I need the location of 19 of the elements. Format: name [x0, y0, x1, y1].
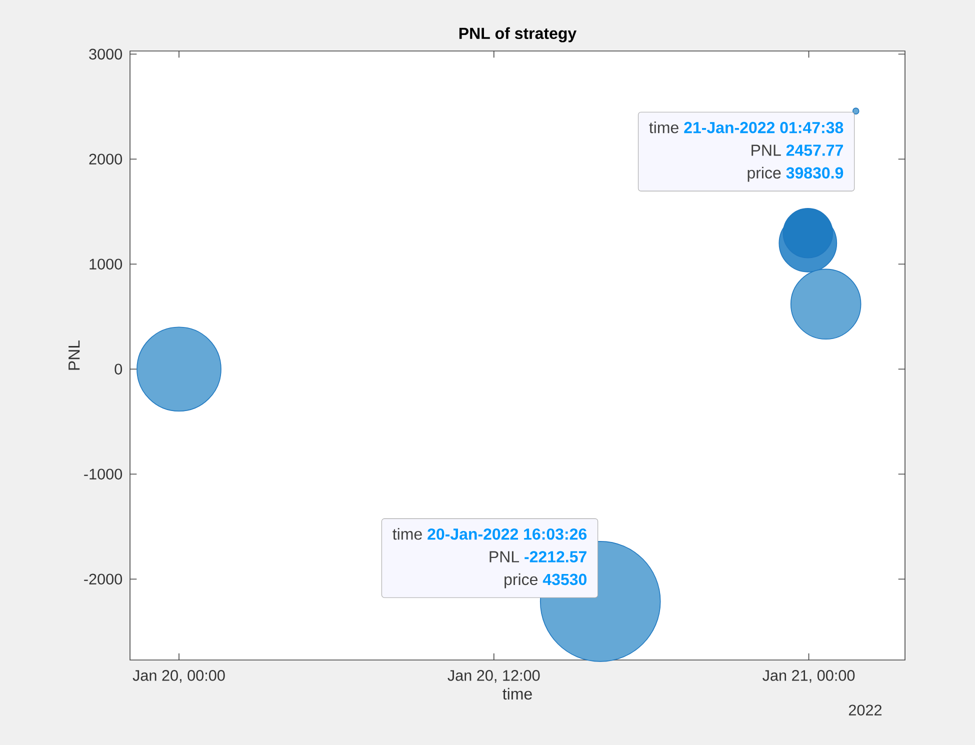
annotation: time 20-Jan-2022 16:03:26 [392, 528, 587, 540]
y-axis-title: PNL [68, 340, 80, 370]
y-tick-label: 1000 [90, 258, 122, 270]
y-tick-label: 3000 [89, 48, 122, 60]
chart-title: PNL of strategy [459, 27, 577, 42]
x-tick-label: Jan 20, 12:00 [448, 670, 540, 683]
x-tick-label: Jan 20, 00:00 [132, 670, 225, 683]
y-tick-label: -2000 [84, 574, 122, 585]
y-tick-label: -1000 [84, 468, 122, 480]
x-tick-label: Jan 21, 00:00 [762, 670, 855, 683]
annotation: time 21-Jan-2022 01:47:38 [649, 122, 844, 134]
y-tick-label: 2000 [89, 154, 122, 165]
x-axis-title: time [502, 688, 532, 700]
y-tick-label: 0 [114, 364, 122, 375]
annotation: PNL -2212.57 [490, 551, 586, 562]
text: 2022 [848, 704, 882, 716]
annotation: PNL 2457.77 [752, 144, 843, 156]
annotation: price 39830.9 [748, 166, 844, 182]
annotation: price 43530 [504, 573, 586, 588]
